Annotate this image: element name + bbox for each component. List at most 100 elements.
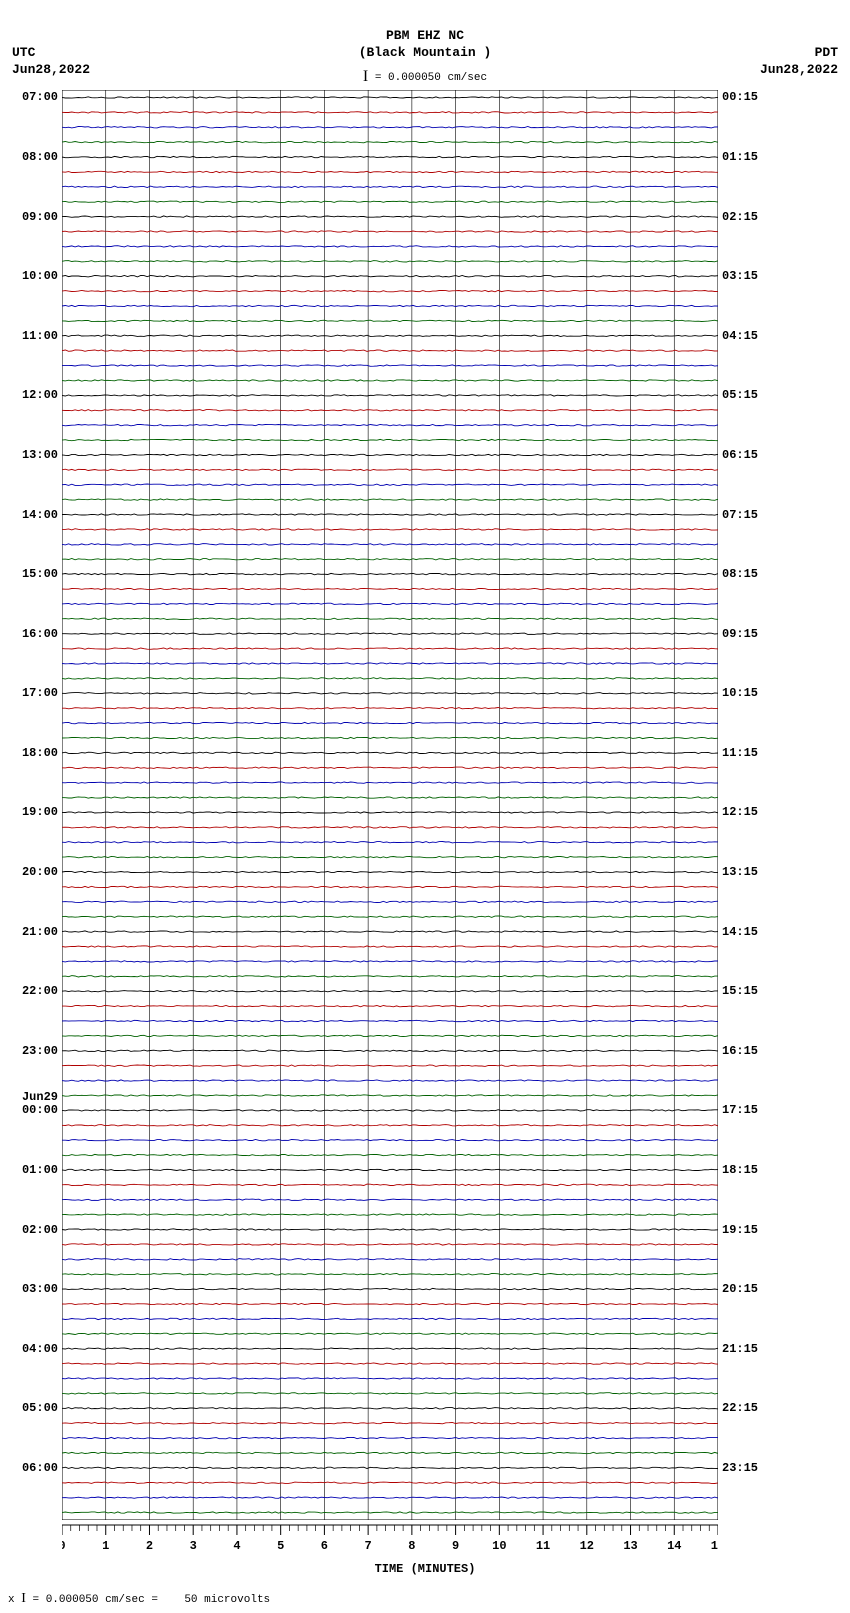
- scale-indicator-top: I = 0.000050 cm/sec: [0, 68, 850, 86]
- trace-line: [62, 886, 718, 887]
- trace-line: [62, 1467, 718, 1468]
- trace-line: [62, 529, 718, 530]
- utc-hour-label: 00:00: [22, 1103, 58, 1117]
- local-hour-label: 19:15: [722, 1223, 758, 1237]
- xaxis-tick-label: 15: [711, 1539, 718, 1553]
- trace-line: [62, 871, 718, 872]
- xaxis-tick-label: 4: [233, 1539, 240, 1553]
- trace-line: [62, 216, 718, 217]
- trace-line: [62, 1437, 718, 1438]
- xaxis-tick-label: 12: [580, 1539, 594, 1553]
- trace-line: [62, 663, 718, 664]
- xaxis-tick-label: 3: [190, 1539, 197, 1553]
- trace-line: [62, 1020, 718, 1021]
- utc-hour-label: 02:00: [22, 1223, 58, 1237]
- trace-line: [62, 1095, 718, 1096]
- trace-line: [62, 1214, 718, 1215]
- trace-line: [62, 231, 718, 232]
- header: PBM EHZ NC (Black Mountain ): [0, 28, 850, 62]
- tz-right-date: Jun28,2022: [760, 62, 838, 79]
- local-hour-label: 17:15: [722, 1103, 758, 1117]
- local-hour-label: 15:15: [722, 984, 758, 998]
- utc-hour-label: 21:00: [22, 925, 58, 939]
- utc-hour-label: 14:00: [22, 508, 58, 522]
- trace-line: [62, 454, 718, 455]
- tz-left-name: UTC: [12, 45, 90, 62]
- local-hour-label: 23:15: [722, 1461, 758, 1475]
- xaxis-tick-label: 7: [365, 1539, 372, 1553]
- utc-hour-label: 04:00: [22, 1342, 58, 1356]
- trace-line: [62, 1184, 718, 1185]
- local-hour-label: 08:15: [722, 567, 758, 581]
- utc-hour-label: 12:00: [22, 388, 58, 402]
- xaxis-tick-label: 11: [536, 1539, 550, 1553]
- xaxis-tick-label: 13: [623, 1539, 637, 1553]
- trace-line: [62, 931, 718, 932]
- trace-line: [62, 618, 718, 619]
- local-hour-label: 11:15: [722, 746, 758, 760]
- utc-hour-label: 03:00: [22, 1282, 58, 1296]
- trace-line: [62, 767, 718, 768]
- trace-line: [62, 380, 718, 381]
- trace-line: [62, 1035, 718, 1036]
- utc-day-label: Jun29: [22, 1090, 58, 1104]
- utc-hour-label: 17:00: [22, 686, 58, 700]
- trace-line: [62, 320, 718, 321]
- trace-line: [62, 290, 718, 291]
- trace-line: [62, 1154, 718, 1155]
- trace-line: [62, 961, 718, 962]
- trace-line: [62, 1348, 718, 1349]
- utc-hour-label: 15:00: [22, 567, 58, 581]
- trace-line: [62, 1482, 718, 1483]
- trace-line: [62, 201, 718, 202]
- x-axis-label: TIME (MINUTES): [0, 1562, 850, 1576]
- trace-line: [62, 842, 718, 843]
- trace-line: [62, 797, 718, 798]
- footer-scale: x I = 0.000050 cm/sec = 50 microvolts: [8, 1591, 270, 1607]
- trace-line: [62, 1512, 718, 1513]
- xaxis-tick-label: 6: [321, 1539, 328, 1553]
- trace-line: [62, 588, 718, 589]
- trace-line: [62, 633, 718, 634]
- trace-line: [62, 395, 718, 396]
- trace-line: [62, 752, 718, 753]
- trace-line: [62, 1423, 718, 1424]
- trace-line: [62, 946, 718, 947]
- utc-hour-label: 22:00: [22, 984, 58, 998]
- xaxis-tick-label: 9: [452, 1539, 459, 1553]
- trace-line: [62, 439, 718, 440]
- xaxis-tick-label: 10: [492, 1539, 506, 1553]
- trace-line: [62, 1080, 718, 1081]
- trace-line: [62, 1050, 718, 1051]
- trace-line: [62, 559, 718, 560]
- trace-line: [62, 112, 718, 113]
- trace-line: [62, 1199, 718, 1200]
- helicorder-plot: [62, 90, 718, 1520]
- utc-hour-label: 19:00: [22, 805, 58, 819]
- trace-line: [62, 1363, 718, 1364]
- trace-line: [62, 603, 718, 604]
- local-hour-label: 14:15: [722, 925, 758, 939]
- utc-hour-label: 16:00: [22, 627, 58, 641]
- trace-line: [62, 1318, 718, 1319]
- utc-hour-label: 08:00: [22, 150, 58, 164]
- trace-line: [62, 1229, 718, 1230]
- local-hour-label: 07:15: [722, 508, 758, 522]
- trace-line: [62, 1393, 718, 1394]
- local-hour-label: 03:15: [722, 269, 758, 283]
- xaxis-tick-label: 14: [667, 1539, 681, 1553]
- utc-hour-label: 23:00: [22, 1044, 58, 1058]
- trace-line: [62, 141, 718, 142]
- local-hour-label: 00:15: [722, 90, 758, 104]
- trace-line: [62, 722, 718, 723]
- timezone-left: UTC Jun28,2022: [12, 45, 90, 79]
- trace-line: [62, 1110, 718, 1111]
- trace-line: [62, 469, 718, 470]
- trace-line: [62, 410, 718, 411]
- trace-line: [62, 648, 718, 649]
- trace-line: [62, 246, 718, 247]
- local-hour-label: 22:15: [722, 1401, 758, 1415]
- trace-line: [62, 276, 718, 277]
- trace-line: [62, 544, 718, 545]
- xaxis-tick-label: 2: [146, 1539, 153, 1553]
